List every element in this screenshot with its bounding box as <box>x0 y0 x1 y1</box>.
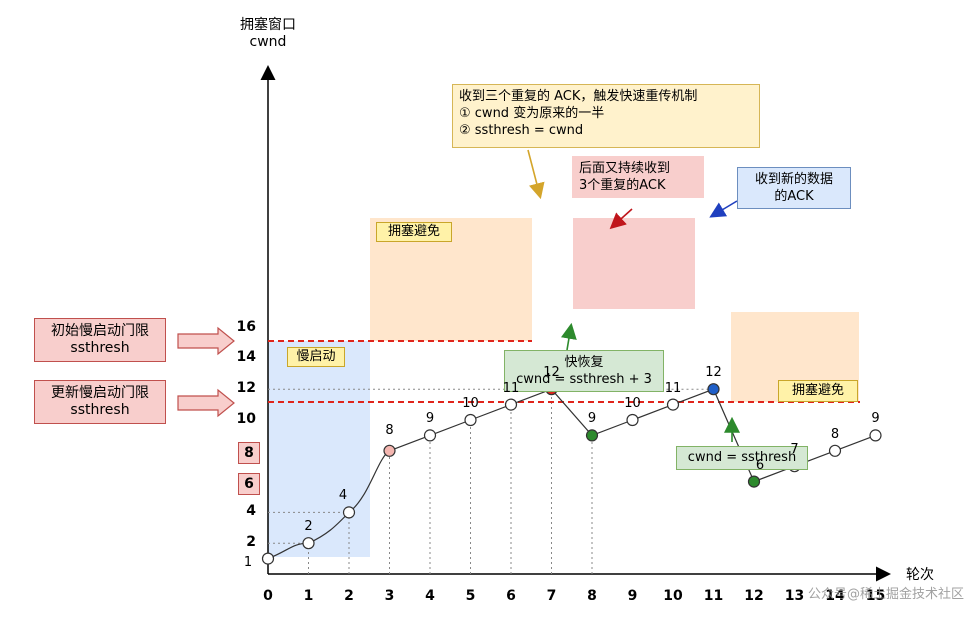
data-point <box>666 398 680 411</box>
point-label: 12 <box>705 365 722 381</box>
y-tick: 6 <box>238 472 260 495</box>
y-axis-title-line2: cwnd <box>249 34 287 50</box>
point-label: 8 <box>830 426 840 442</box>
point-label: 10 <box>462 396 479 411</box>
avoidance-label-1: 拥塞避免 <box>376 222 452 242</box>
initial-ssthresh-line1: 初始慢启动门限 <box>51 323 149 339</box>
updated-ssthresh-line2: ssthresh <box>70 402 130 418</box>
y-tick: 8 <box>238 441 260 464</box>
fast-recovery-callout: 快恢复 cwnd = ssthresh + 3 <box>504 350 664 392</box>
y-tick: 14 <box>236 349 256 366</box>
x-tick: 4 <box>425 588 435 604</box>
data-point <box>504 398 518 411</box>
point-label: 11 <box>502 380 520 396</box>
slow-start-region <box>268 341 370 557</box>
data-point <box>869 429 882 442</box>
triple-ack-callout: 收到三个重复的 ACK，触发快速重传机制 ① cwnd 变为原来的一半 ② ss… <box>452 84 760 148</box>
watermark: 公众号@稀土掘金技术社区 <box>808 587 965 602</box>
initial-ssthresh-arrow <box>177 326 235 356</box>
x-tick: 2 <box>344 588 354 604</box>
x-tick: 7 <box>546 588 557 604</box>
y-axis-title: 拥塞窗口 cwnd <box>229 14 307 50</box>
point-label: 10 <box>624 396 641 411</box>
updated-ssthresh-label: 更新慢启动门限 ssthresh <box>34 380 166 424</box>
y-tick: 2 <box>246 534 256 551</box>
data-point <box>423 429 437 442</box>
x-tick: 12 <box>744 588 764 604</box>
more-dup-arrow <box>609 208 633 230</box>
point-label: 6 <box>755 457 765 473</box>
point-label: 9 <box>871 411 880 427</box>
dup-ack-region <box>573 218 695 309</box>
y-tick: 10 <box>236 411 256 427</box>
new-data-line2: 的ACK <box>774 189 814 204</box>
point-label: 7 <box>790 442 799 458</box>
more-dup-callout: 后面又持续收到 3个重复的ACK <box>572 156 704 198</box>
point-label: 11 <box>664 380 682 396</box>
initial-ssthresh-label: 初始慢启动门限 ssthresh <box>34 318 166 362</box>
y-tick: 12 <box>236 380 256 397</box>
point-label: 2 <box>304 519 313 535</box>
data-point <box>828 444 842 457</box>
point-label: 9 <box>587 411 597 427</box>
triple-ack-line1: 收到三个重复的 ACK，触发快速重传机制 <box>459 89 698 104</box>
y-axis-title-line1: 拥塞窗口 <box>240 17 296 33</box>
data-point <box>383 444 396 457</box>
x-tick: 14 <box>825 588 845 604</box>
x-tick: 1 <box>303 588 314 604</box>
fast-recovery-arrow <box>561 322 577 351</box>
x-tick: 11 <box>703 588 724 604</box>
x-tick: 9 <box>627 588 638 604</box>
data-point <box>302 537 315 550</box>
data-point <box>585 429 599 442</box>
y-tick: 4 <box>246 503 256 520</box>
cwnd-ssthresh-callout: cwnd = ssthresh <box>676 446 808 470</box>
point-label: 4 <box>338 488 348 504</box>
x-tick: 15 <box>865 588 886 604</box>
data-point <box>261 552 275 565</box>
point-label: 9 <box>425 411 435 427</box>
more-dup-line2: 3个重复的ACK <box>579 178 666 193</box>
new-data-line1: 收到新的数据 <box>754 172 833 187</box>
x-tick: 5 <box>465 588 476 604</box>
avoidance-label-2: 拥塞避免 <box>778 380 858 402</box>
x-tick: 13 <box>784 588 805 604</box>
point-label: 8 <box>385 422 394 438</box>
data-point <box>342 506 356 519</box>
initial-ssthresh-line2: ssthresh <box>70 340 130 356</box>
new-data-callout: 收到新的数据 的ACK <box>737 167 851 209</box>
data-point <box>464 413 477 427</box>
slow-start-label: 慢启动 <box>287 347 345 367</box>
x-tick: 8 <box>587 588 597 604</box>
fast-recovery-line2: cwnd = ssthresh + 3 <box>516 372 652 387</box>
new-data-arrow <box>709 200 738 218</box>
y-tick: 16 <box>236 318 256 335</box>
x-axis-title: 轮次 <box>906 567 934 583</box>
fast-recovery-line1: 快恢复 <box>564 355 604 370</box>
more-dup-line1: 后面又持续收到 <box>579 161 671 176</box>
point-label: 12 <box>543 365 560 381</box>
point-label: 1 <box>243 554 253 570</box>
x-tick: 0 <box>263 588 273 604</box>
triple-ack-arrow <box>527 149 545 200</box>
data-point <box>707 383 720 396</box>
data-point <box>626 413 639 427</box>
updated-ssthresh-arrow <box>177 388 235 418</box>
x-tick: 3 <box>384 588 395 604</box>
x-tick: 6 <box>506 588 516 604</box>
triple-ack-line3: ② ssthresh = cwnd <box>459 123 584 138</box>
x-tick: 10 <box>663 588 683 604</box>
triple-ack-line2: ① cwnd 变为原来的一半 <box>459 106 605 121</box>
data-point <box>747 475 761 488</box>
updated-ssthresh-line1: 更新慢启动门限 <box>51 385 149 401</box>
